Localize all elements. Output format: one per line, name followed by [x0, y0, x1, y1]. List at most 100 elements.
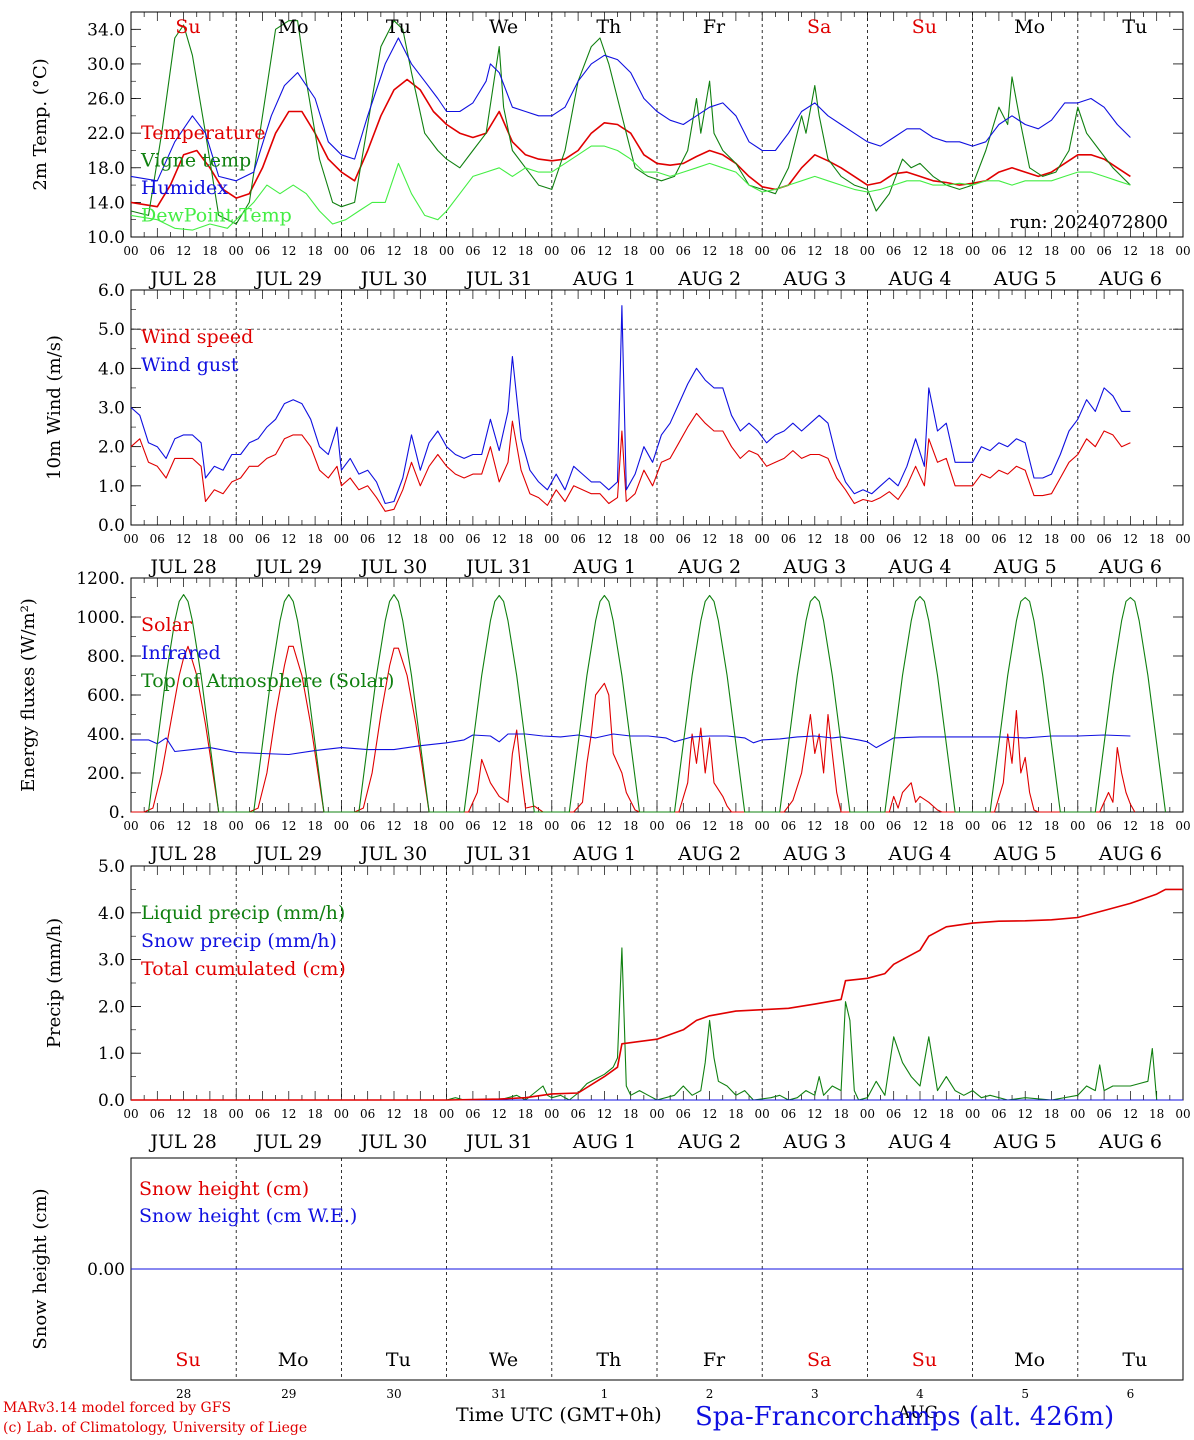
legend-label: Top of Atmosphere (Solar)	[141, 670, 394, 692]
hour-tick-label: 06	[991, 532, 1006, 546]
legend-label: Solar	[141, 614, 193, 636]
hour-tick-label: 06	[570, 244, 585, 258]
hour-tick-label: 06	[886, 532, 901, 546]
hour-tick-label: 12	[912, 532, 927, 546]
series-line	[130, 412, 1131, 512]
hour-tick-label: 06	[360, 532, 375, 546]
hour-tick-label: 06	[255, 1107, 270, 1121]
y-tick-label: 3.0	[98, 951, 125, 971]
date-label: AUG 1	[572, 556, 636, 578]
hour-tick-label: 12	[1123, 244, 1138, 258]
hour-tick-label: 00	[1070, 244, 1085, 258]
hour-tick-label: 12	[176, 1107, 191, 1121]
hour-tick-label: 12	[702, 819, 717, 833]
hour-tick-label: 18	[307, 244, 322, 258]
hour-tick-label: 18	[833, 244, 848, 258]
y-tick-label: 22.0	[87, 124, 125, 144]
hour-tick-label: 18	[728, 819, 743, 833]
weekday-label: Th	[596, 1349, 621, 1371]
date-label: AUG 6	[1098, 556, 1162, 578]
y-tick-label: 0.0	[98, 516, 125, 536]
y-tick-label: 1.0	[98, 1044, 125, 1064]
date-label: AUG 6	[1098, 268, 1162, 290]
hour-tick-label: 18	[202, 244, 217, 258]
hour-tick-label: 00	[965, 819, 980, 833]
hour-tick-label: 12	[597, 1107, 612, 1121]
y-axis-label: 10m Wind (m/s)	[44, 335, 65, 480]
hour-tick-label: 18	[1044, 532, 1059, 546]
date-label: JUL 28	[148, 843, 216, 865]
hour-tick-label: 18	[307, 819, 322, 833]
hour-tick-label: 00	[649, 1107, 664, 1121]
hour-tick-label: 06	[360, 819, 375, 833]
y-tick-label: 200.	[87, 764, 125, 784]
weekday-label: Sa	[807, 16, 831, 38]
y-tick-label: 2.0	[98, 997, 125, 1017]
station-name: Spa-Francorchamps (alt. 426m)	[695, 1402, 1115, 1432]
hour-tick-label: 18	[623, 244, 638, 258]
hour-tick-label: 12	[807, 819, 822, 833]
hour-tick-label: 12	[1018, 532, 1033, 546]
day-number-label: 1	[601, 1387, 609, 1401]
weekday-label: We	[489, 1349, 518, 1371]
date-label: AUG 6	[1098, 843, 1162, 865]
panel-snow: 0.00 Snow height (cm) Snow height (cm) Snow…	[30, 1157, 1184, 1423]
day-number-label: 3	[811, 1387, 819, 1401]
y-tick-label: 34.0	[87, 20, 125, 40]
date-label: AUG 4	[887, 1131, 951, 1153]
y-axis-label: Energy fluxes (W/m²)	[18, 598, 39, 792]
date-label: JUL 29	[254, 556, 322, 578]
hour-tick-label: 12	[176, 819, 191, 833]
hour-tick-label: 00	[544, 244, 559, 258]
date-label: AUG 3	[782, 556, 846, 578]
hour-tick-label: 12	[1123, 1107, 1138, 1121]
hour-tick-label: 06	[676, 1107, 691, 1121]
weekday-label: Su	[175, 1349, 200, 1371]
hour-tick-label: 00	[229, 819, 244, 833]
y-tick-label: 1000.	[76, 608, 125, 628]
hour-tick-label: 18	[939, 244, 954, 258]
date-label: JUL 30	[359, 268, 427, 290]
hour-tick-label: 12	[281, 532, 296, 546]
panel-wind: 00 06 12 18 00 06 12 18 00 06 12 18 00 06 12 18 00 06 12 18…	[44, 281, 1191, 578]
hour-tick-label: 12	[281, 819, 296, 833]
hour-tick-label: 00	[755, 819, 770, 833]
run-annotation: run: 2024072800	[1010, 212, 1168, 233]
hour-tick-label: 00	[755, 1107, 770, 1121]
hour-tick-label: 18	[1149, 819, 1164, 833]
hour-tick-label: 06	[886, 244, 901, 258]
time-axis-label: Time UTC (GMT+0h)	[456, 1404, 662, 1426]
weekday-label: Su	[175, 16, 200, 38]
series-line	[131, 947, 1183, 1101]
y-tick-label: 0.00	[87, 1260, 125, 1280]
hour-tick-label: 00	[123, 1107, 138, 1121]
hour-tick-label: 00	[755, 532, 770, 546]
hour-tick-label: 06	[676, 819, 691, 833]
hour-tick-label: 18	[202, 819, 217, 833]
hour-tick-label: 06	[570, 532, 585, 546]
hour-tick-label: 18	[413, 1107, 428, 1121]
hour-tick-label: 18	[1149, 1107, 1164, 1121]
date-label: JUL 30	[359, 843, 427, 865]
series-line	[131, 645, 1136, 813]
hour-tick-label: 12	[281, 244, 296, 258]
date-label: AUG 5	[993, 556, 1057, 578]
legend-label: Liquid precip (mm/h)	[141, 902, 345, 924]
hour-tick-label: 00	[1175, 244, 1190, 258]
hour-tick-label: 18	[518, 1107, 533, 1121]
date-label: AUG 2	[677, 556, 741, 578]
y-axis-label: Precip (mm/h)	[44, 918, 65, 1048]
y-tick-label: 1.0	[98, 477, 125, 497]
hour-tick-label: 00	[1070, 819, 1085, 833]
weekday-label: Mo	[1014, 1349, 1045, 1371]
day-number-label: 31	[492, 1387, 507, 1401]
hour-tick-label: 06	[255, 819, 270, 833]
hour-tick-label: 12	[1018, 819, 1033, 833]
hour-tick-label: 00	[965, 1107, 980, 1121]
hour-tick-label: 00	[334, 819, 349, 833]
hour-tick-label: 06	[781, 244, 796, 258]
y-tick-label: 30.0	[87, 55, 125, 75]
weekday-label: Tu	[1122, 16, 1147, 38]
hour-tick-label: 18	[833, 1107, 848, 1121]
date-label: AUG 1	[572, 843, 636, 865]
